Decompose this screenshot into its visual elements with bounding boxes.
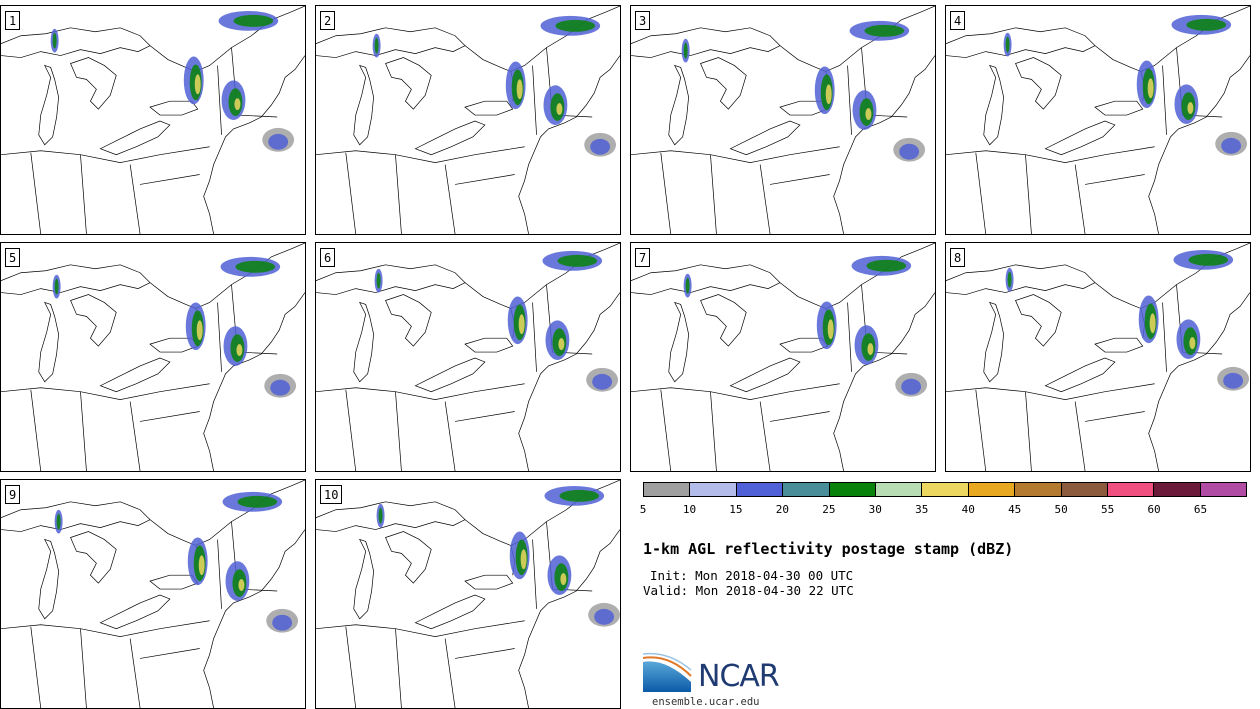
panel-member-number: 2 bbox=[320, 11, 336, 30]
reflectivity-echoes bbox=[683, 255, 928, 397]
colorbar-segment bbox=[1061, 483, 1108, 496]
postage-stamp-panel-2: 2 bbox=[315, 5, 621, 235]
site-url: ensemble.ucar.edu bbox=[652, 696, 760, 708]
ncar-logo-icon bbox=[643, 652, 692, 692]
postage-stamp-panel-1: 1 bbox=[0, 5, 306, 235]
postage-stamp-panel-5: 5 bbox=[0, 242, 306, 472]
reflectivity-colorbar bbox=[643, 482, 1247, 497]
init-time: Init: Mon 2018-04-30 00 UTC bbox=[650, 568, 854, 583]
colorbar-tick-label: 10 bbox=[682, 503, 697, 516]
colorbar-segment bbox=[1015, 483, 1062, 496]
colorbar-tick-label: 40 bbox=[961, 503, 975, 516]
postage-stamp-panel-6: 6 bbox=[315, 242, 621, 472]
colorbar-tick-label: 20 bbox=[775, 503, 789, 516]
panel-member-number: 8 bbox=[950, 248, 966, 267]
basemap bbox=[1, 480, 305, 708]
colorbar-tick-label: 50 bbox=[1054, 503, 1068, 516]
postage-stamp-panel-10: 10 bbox=[315, 479, 621, 709]
basemap bbox=[316, 480, 620, 708]
basemap bbox=[316, 243, 620, 471]
basemap bbox=[946, 6, 1250, 234]
reflectivity-echoes bbox=[374, 250, 619, 392]
valid-time: Valid: Mon 2018-04-30 22 UTC bbox=[643, 583, 854, 598]
panel-member-number: 6 bbox=[320, 248, 336, 267]
colorbar-segment bbox=[875, 483, 923, 496]
colorbar-tick-label: 25 bbox=[822, 503, 836, 516]
panel-member-number: 3 bbox=[635, 11, 651, 30]
reflectivity-echoes bbox=[54, 491, 299, 633]
reflectivity-echoes bbox=[50, 10, 295, 152]
colorbar-tick-label: 55 bbox=[1100, 503, 1115, 516]
postage-stamp-panel-9: 9 bbox=[0, 479, 306, 709]
colorbar-tick-label: 45 bbox=[1008, 503, 1022, 516]
panel-member-number: 10 bbox=[320, 485, 343, 504]
reflectivity-echoes bbox=[1003, 14, 1248, 156]
panel-member-number: 9 bbox=[5, 485, 21, 504]
colorbar-segment bbox=[736, 483, 784, 496]
colorbar-segment bbox=[922, 483, 969, 496]
basemap bbox=[946, 243, 1250, 471]
postage-stamp-panel-4: 4 bbox=[945, 5, 1251, 235]
ncar-logo-text: NCAR bbox=[698, 659, 780, 694]
colorbar-tick-label: 65 bbox=[1193, 503, 1208, 516]
colorbar-segment bbox=[1107, 483, 1155, 496]
colorbar-segment bbox=[829, 483, 876, 496]
basemap bbox=[631, 6, 935, 234]
colorbar-tick-label: 15 bbox=[729, 503, 743, 516]
panel-member-number: 5 bbox=[5, 248, 21, 267]
colorbar-tick-labels: 5 10 15 20 25 30 35 40 45 50 55 60 65 bbox=[639, 503, 1247, 517]
colorbar-segment bbox=[1200, 483, 1247, 496]
postage-stamp-panel-3: 3 bbox=[630, 5, 936, 235]
postage-stamp-panel-7: 7 bbox=[630, 242, 936, 472]
colorbar-segment bbox=[968, 483, 1016, 496]
reflectivity-echoes bbox=[681, 20, 926, 162]
reflectivity-echoes bbox=[1005, 249, 1250, 391]
colorbar-tick-label: 60 bbox=[1147, 503, 1161, 516]
colorbar-segment bbox=[783, 483, 830, 496]
colorbar-tick-label: 5 bbox=[639, 503, 647, 516]
colorbar-tick-label: 35 bbox=[915, 503, 929, 516]
postage-stamp-panel-8: 8 bbox=[945, 242, 1251, 472]
colorbar-segment bbox=[1154, 483, 1201, 496]
reflectivity-echoes bbox=[372, 15, 617, 157]
basemap bbox=[1, 6, 305, 234]
basemap bbox=[316, 6, 620, 234]
colorbar-segment bbox=[690, 483, 737, 496]
figure-title: 1-km AGL reflectivity postage stamp (dBZ… bbox=[643, 540, 1014, 558]
panel-member-number: 7 bbox=[635, 248, 651, 267]
colorbar-segment bbox=[644, 483, 691, 496]
reflectivity-echoes bbox=[376, 485, 620, 627]
basemap bbox=[631, 243, 935, 471]
reflectivity-echoes bbox=[52, 256, 297, 398]
panel-member-number: 4 bbox=[950, 11, 966, 30]
basemap bbox=[1, 243, 305, 471]
colorbar-tick-label: 30 bbox=[868, 503, 882, 516]
panel-member-number: 1 bbox=[5, 11, 21, 30]
